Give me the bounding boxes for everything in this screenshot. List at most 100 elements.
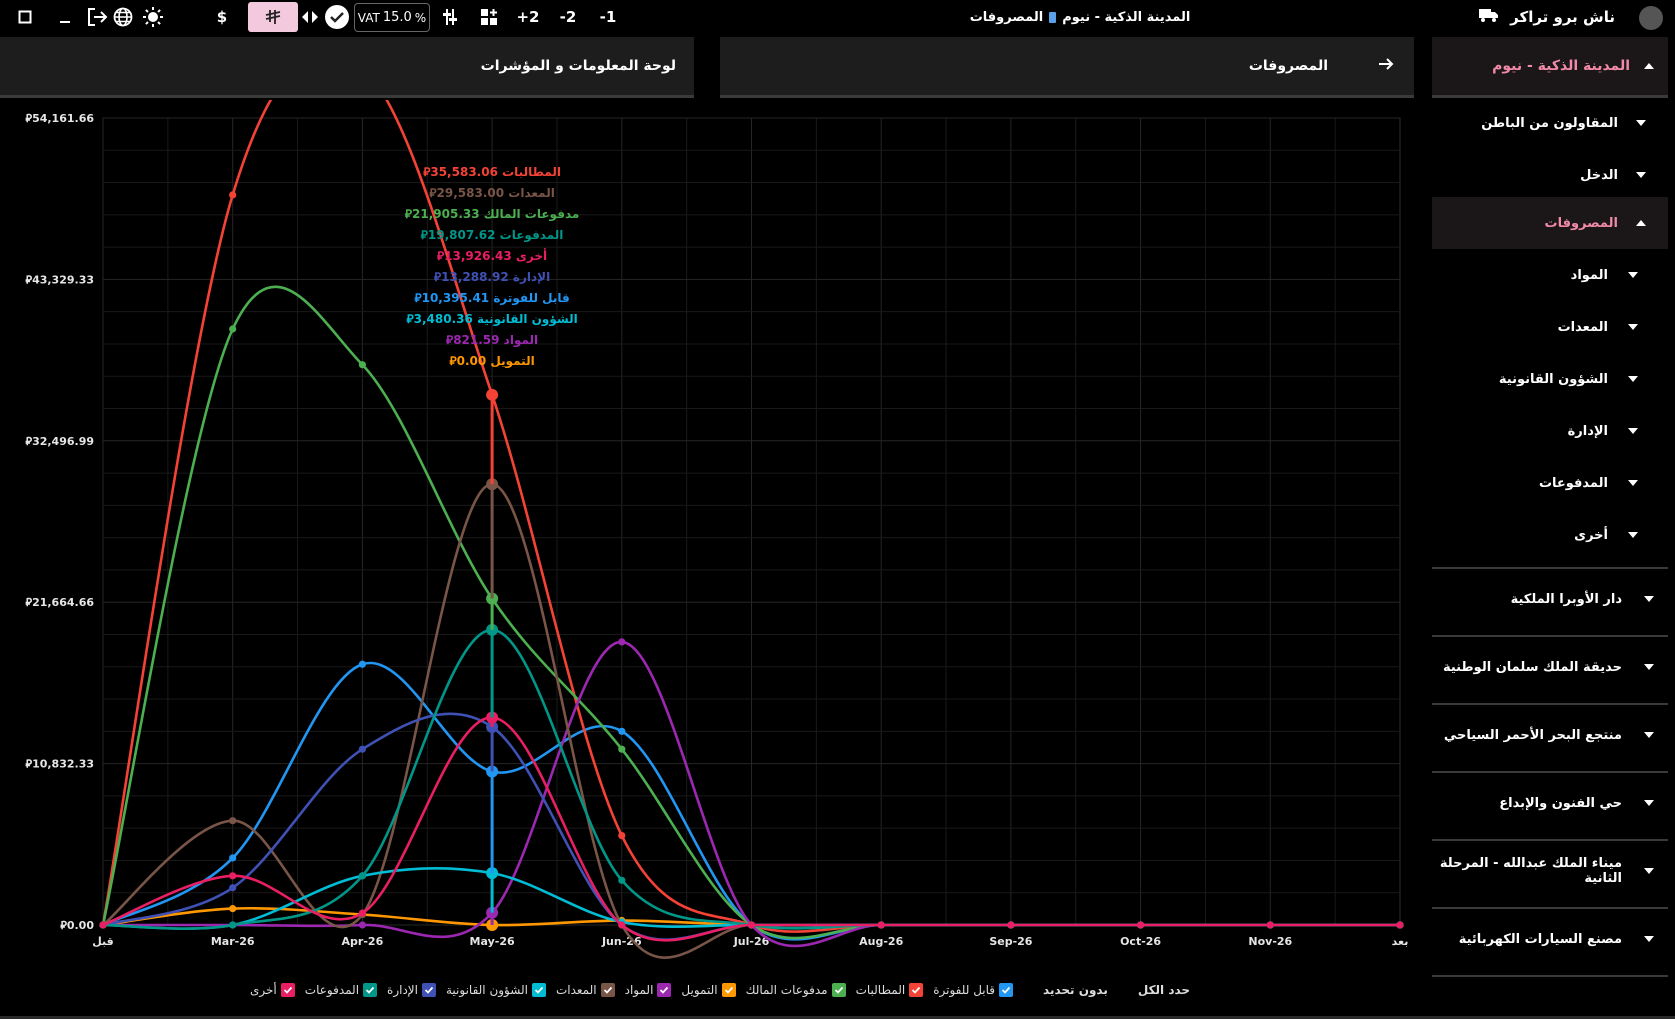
legend-item[interactable]: المدفوعات [305, 983, 378, 997]
checkbox-checked-icon[interactable] [280, 983, 295, 997]
sidebar-subitem-legal[interactable]: الشؤون القانونية [1432, 359, 1668, 399]
y-tick-label: ⃁43,329.33 [26, 273, 94, 286]
checkbox-checked-icon[interactable] [721, 983, 736, 997]
data-point [358, 921, 366, 929]
adjust-sliders-icon[interactable] [438, 0, 462, 34]
dashboard-header: لوحة المعلومات و المؤشرات [0, 37, 694, 98]
user-avatar[interactable] [1639, 6, 1663, 30]
sidebar-subitem-materials[interactable]: المواد [1432, 255, 1668, 295]
zoom-plus2-button[interactable]: +2 [516, 8, 540, 26]
data-point [618, 638, 626, 646]
arrow-right-icon[interactable] [1378, 57, 1394, 75]
x-tick-label: Nov-26 [1248, 935, 1292, 948]
x-tick-label: بعد [1392, 935, 1409, 948]
checkbox-checked-icon[interactable] [657, 983, 672, 997]
top-bar: $ VAT 15.0 % +2 -2 -1 المدينة الذكية - ن… [0, 0, 1675, 34]
data-point [358, 361, 366, 369]
checkbox-checked-icon[interactable] [831, 983, 846, 997]
sidebar-project-title: المدينة الذكية - نيوم [1492, 58, 1630, 74]
sidebar-project-park[interactable]: حديقة الملك سلمان الوطنية [1432, 645, 1668, 689]
grid-add-icon[interactable] [476, 0, 502, 34]
legend-item[interactable]: الشؤون القانونية [446, 983, 546, 997]
sidebar-project-arts[interactable]: حي الفنون والإبداع [1432, 781, 1668, 825]
chevron-down-icon [1628, 272, 1638, 278]
minimize-icon[interactable] [54, 0, 76, 34]
legend-item[interactable]: مدفوعات المالك [746, 983, 846, 997]
chevron-down-icon [1636, 172, 1646, 178]
tooltip-value: التمويل 0.00⃁ [449, 354, 534, 369]
sidebar-project-ev[interactable]: مصنع السيارات الكهربائية [1432, 917, 1668, 961]
sidebar-project-port[interactable]: ميناء الملك عبدالله - المرحلة الثانية [1432, 849, 1668, 893]
sidebar-subitem-payments[interactable]: المدفوعات [1432, 463, 1668, 503]
legend-label: قابل للفوترة [933, 983, 996, 997]
legend-label: المطالبات [855, 983, 906, 997]
data-point [1137, 921, 1145, 929]
theme-sun-icon[interactable] [140, 0, 166, 34]
chevron-up-icon [1636, 220, 1646, 226]
breadcrumb-project[interactable]: المدينة الذكية - نيوم [1062, 9, 1191, 25]
currency-dollar-button[interactable]: $ [216, 8, 228, 26]
sidebar-item-subcontractors[interactable]: المقاولون من الباطن [1432, 103, 1668, 143]
legend-item[interactable]: قابل للفوترة [933, 983, 1014, 997]
check-circle-icon[interactable] [324, 0, 350, 34]
sidebar-subitem-admin[interactable]: الإدارة [1432, 411, 1668, 451]
zoom-minus2-button[interactable]: -2 [559, 8, 577, 26]
legend-item[interactable]: التمويل [681, 983, 736, 997]
legend-label: أخرى [250, 983, 277, 997]
expenses-line-chart[interactable]: ⃁0.00 ⃁10,832.33 ⃁21,664.66 ⃁32,496.99 ⃁43,3… [0, 100, 1420, 980]
sidebar-project-opera[interactable]: دار الأوبرا الملكية [1432, 577, 1668, 621]
data-point [1266, 921, 1274, 929]
x-tick-label: Mar-26 [211, 935, 255, 948]
tooltip-value: الشؤون القانونية 3,480.36⃁ [406, 312, 577, 327]
checkbox-checked-icon[interactable] [909, 983, 924, 997]
divider [1432, 567, 1668, 569]
x-tick-label: Aug-26 [859, 935, 903, 948]
select-all-button[interactable]: حدد الكل [1137, 983, 1191, 997]
sidebar-item-expenses[interactable]: المصروفات [1432, 197, 1668, 249]
checkbox-checked-icon[interactable] [531, 983, 546, 997]
sidebar-subitem-other[interactable]: أخرى [1432, 515, 1668, 555]
data-point [358, 909, 366, 917]
legend-label: المواد [624, 983, 654, 997]
checkbox-checked-icon[interactable] [999, 983, 1014, 997]
checkbox-checked-icon[interactable] [421, 983, 436, 997]
dashboard-title: لوحة المعلومات و المؤشرات [480, 58, 676, 74]
fullscreen-icon[interactable] [14, 0, 36, 34]
data-point [747, 921, 756, 929]
legend-item[interactable]: الإدارة [387, 983, 436, 997]
series-line [102, 716, 1400, 942]
legend-item[interactable]: أخرى [250, 983, 295, 997]
sidebar-subitem-equipment[interactable]: المعدات [1432, 307, 1668, 347]
divider [1432, 703, 1668, 705]
legend-item[interactable]: المطالبات [856, 983, 924, 997]
vat-input[interactable]: VAT 15.0 % [354, 3, 430, 32]
logout-icon[interactable] [84, 0, 110, 34]
vat-label: VAT [357, 10, 380, 25]
deselect-all-button[interactable]: بدون تحديد [1043, 983, 1108, 997]
currency-riyal-button[interactable] [248, 2, 298, 32]
data-point [229, 884, 237, 892]
checkbox-checked-icon[interactable] [363, 983, 378, 997]
divider [1432, 771, 1668, 773]
x-tick-label: Apr-26 [342, 935, 384, 948]
chevron-down-icon [1644, 596, 1654, 602]
expenses-title: المصروفات [1248, 58, 1328, 74]
chevron-down-icon [1644, 664, 1654, 670]
data-point [229, 872, 237, 880]
bottom-scrollbar[interactable] [0, 1016, 1675, 1019]
sidebar-project-header[interactable]: المدينة الذكية - نيوم [1432, 37, 1668, 98]
tooltip-value: مدفوعات المالك 21,905.33⃁ [405, 207, 579, 222]
tooltip-value: أخرى 13,926.43⃁ [437, 248, 547, 263]
language-globe-icon[interactable] [110, 0, 136, 34]
sidebar-item-income[interactable]: الدخل [1432, 155, 1668, 195]
breadcrumb: المدينة الذكية - نيوم المصروفات [900, 0, 1260, 34]
legend-item[interactable]: المواد [625, 983, 672, 997]
legend-item[interactable]: المعدات [556, 983, 615, 997]
y-tick-label: ⃁0.00 [60, 919, 94, 932]
direction-toggle-icon[interactable] [300, 0, 320, 34]
zoom-minus1-button[interactable]: -1 [599, 8, 617, 26]
data-point [229, 921, 237, 929]
x-tick-label: May-26 [470, 935, 515, 948]
sidebar-project-resort[interactable]: منتجع البحر الأحمر السياحي [1432, 713, 1668, 757]
checkbox-checked-icon[interactable] [600, 983, 615, 997]
